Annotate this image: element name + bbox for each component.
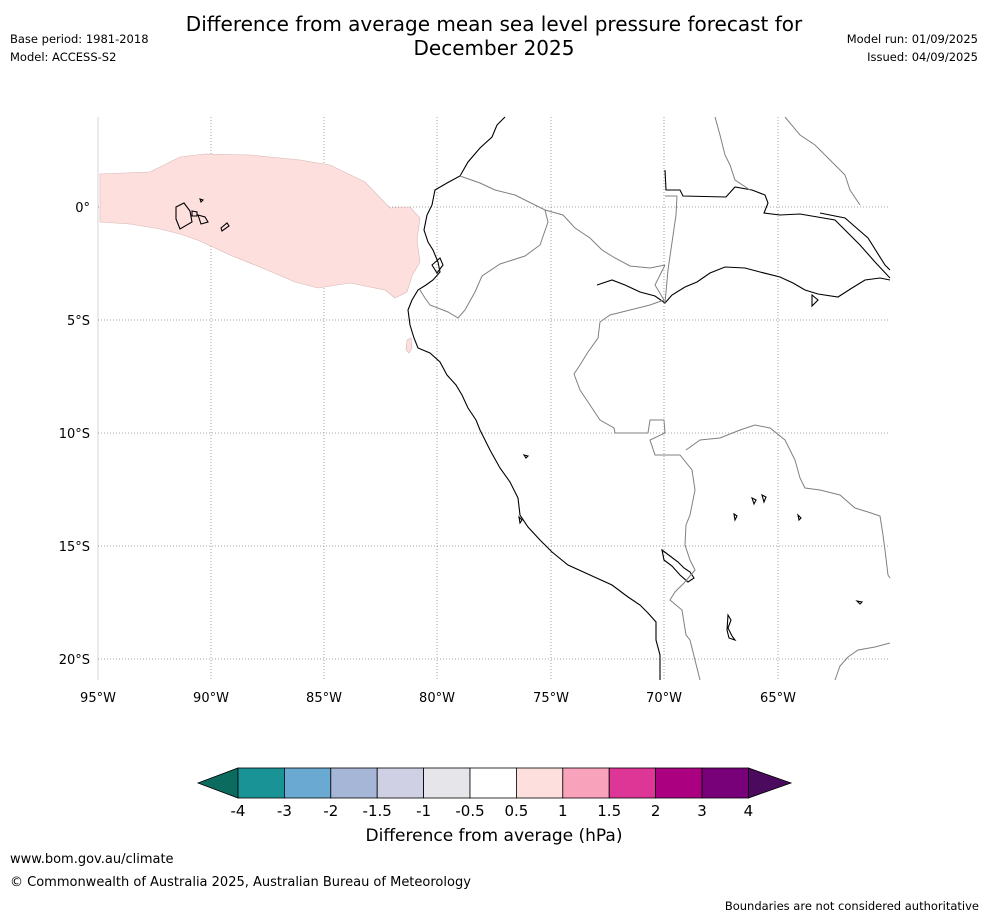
colorbar-low-extend [196, 767, 239, 799]
latitude-tick-labels: 0° 5°S 10°S 15°S 20°S [59, 201, 90, 668]
model-run: Model run: 01/09/2025 [846, 32, 978, 46]
website-link[interactable]: www.bom.gov.au/climate [10, 852, 174, 867]
issued-date: Issued: 04/09/2025 [867, 50, 978, 64]
chart-title: Difference from average mean sea level p… [0, 12, 988, 60]
colorbar-swatch [516, 767, 564, 799]
coastline [175, 116, 891, 680]
lat-tick-label: 10°S [59, 427, 90, 442]
lon-tick-label: 75°W [533, 691, 569, 706]
base-period: Base period: 1981-2018 [10, 32, 149, 46]
boundary-disclaimer: Boundaries are not considered authoritat… [724, 899, 979, 913]
colorbar-tick-label: -3 [277, 802, 292, 820]
colorbar-swatch [237, 767, 285, 799]
colorbar-tick-label: -1.5 [363, 802, 392, 820]
lon-tick-label: 95°W [80, 691, 116, 706]
meta-right: Model run: 01/09/2025 Issued: 04/09/2025 [847, 30, 978, 66]
title-line-2: December 2025 [413, 36, 575, 60]
colorbar-high-extend [748, 767, 793, 799]
colorbar-swatch [655, 767, 703, 799]
colorbar-swatch [423, 767, 471, 799]
colorbar-title: Difference from average (hPa) [365, 826, 623, 846]
longitude-tick-labels: 95°W 90°W 85°W 80°W 75°W 70°W 65°W [80, 691, 796, 706]
lon-tick-label: 80°W [419, 691, 455, 706]
colorbar-tick-label: 0.5 [504, 802, 528, 820]
colorbar-tick-label: 1.5 [597, 802, 621, 820]
colorbar-tick-label: 1 [558, 802, 568, 820]
lat-tick-label: 5°S [67, 314, 90, 329]
lon-tick-label: 85°W [306, 691, 342, 706]
colorbar-tick-label: -2 [323, 802, 338, 820]
lat-tick-label: 0° [75, 201, 90, 216]
colorbar-tick-label: -4 [231, 802, 246, 820]
colorbar-swatch [701, 767, 749, 799]
meta-left: Base period: 1981-2018 Model: ACCESS-S2 [10, 30, 149, 66]
pressure-anomaly-spot [405, 337, 413, 354]
lat-tick-label: 15°S [59, 540, 90, 555]
lat-tick-label: 20°S [59, 653, 90, 668]
colorbar-tick-label: 2 [651, 802, 661, 820]
lon-tick-label: 65°W [760, 691, 796, 706]
title-line-1: Difference from average mean sea level p… [185, 12, 803, 36]
model-name: Model: ACCESS-S2 [10, 50, 117, 64]
colorbar-swatch [469, 767, 517, 799]
colorbar-swatch [283, 767, 332, 799]
colorbar [196, 767, 793, 799]
colorbar-swatch [376, 767, 425, 799]
lon-tick-label: 70°W [646, 691, 682, 706]
country-borders [419, 116, 891, 681]
colorbar-tick-label: -1 [416, 802, 431, 820]
colorbar-tick-labels: -4 -3 -2 -1.5 -1 -0.5 0.5 1 1.5 2 3 4 [231, 802, 754, 820]
colorbar-tick-label: -0.5 [455, 802, 484, 820]
colorbar-tick-label: 4 [744, 802, 754, 820]
copyright-notice: © Commonwealth of Australia 2025, Austra… [10, 875, 471, 890]
colorbar-swatch [330, 767, 378, 799]
colorbar-swatch [562, 767, 610, 799]
colorbar-swatch [608, 767, 657, 799]
lon-tick-label: 90°W [193, 691, 229, 706]
colorbar-tick-label: 3 [697, 802, 707, 820]
pressure-anomaly-region [99, 153, 421, 299]
